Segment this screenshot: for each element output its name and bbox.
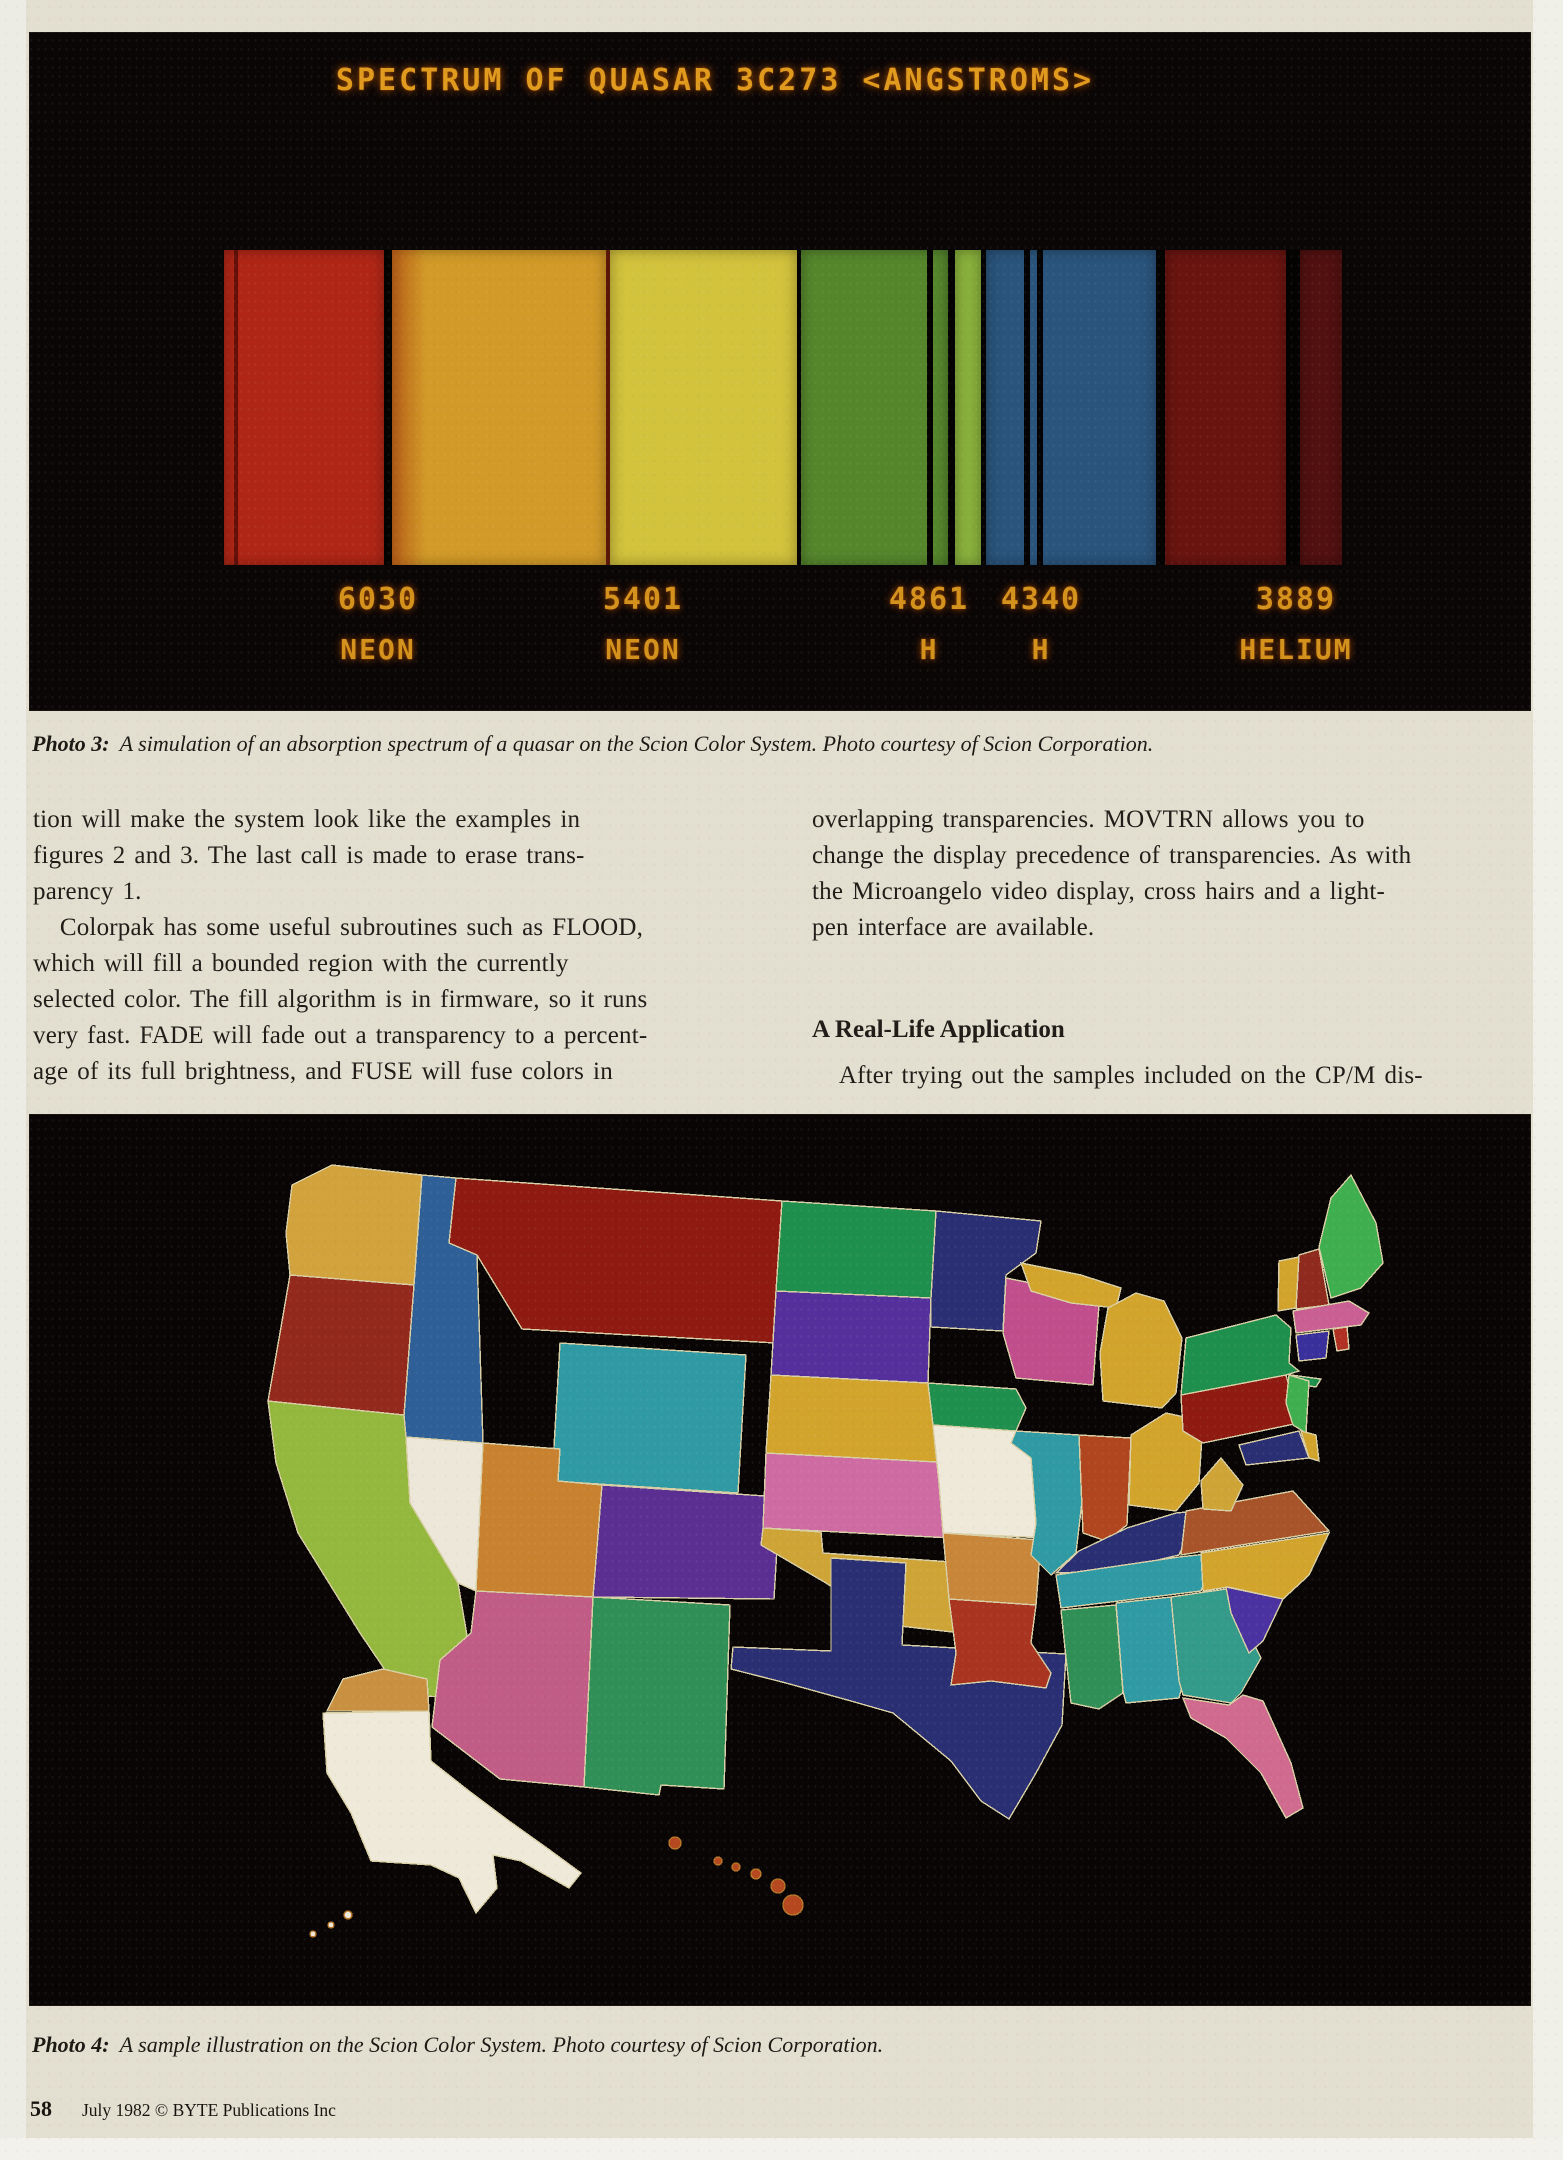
wavelength-value: 6030	[337, 582, 419, 617]
photo4-map-image	[30, 1115, 1530, 2005]
alaska-aleutian-island	[343, 1910, 353, 1920]
spectral-line-label: 4340 H	[941, 582, 1141, 667]
state-nevada	[405, 1436, 484, 1593]
spectral-line-label: 4861 H	[829, 582, 1029, 667]
state-mississippi	[1060, 1604, 1124, 1710]
absorption-line	[234, 250, 238, 565]
absorption-line	[1024, 250, 1030, 565]
photo3-spectrum-image: SPECTRUM OF QUASAR 3C273 <ANGSTROMS> 603…	[30, 33, 1530, 710]
element-name: H	[1031, 633, 1051, 666]
state-massachusetts	[1292, 1300, 1370, 1334]
wavelength-value: 4861	[888, 582, 970, 617]
state-michigan	[1099, 1292, 1183, 1409]
element-name: NEON	[340, 633, 416, 666]
state-washington	[285, 1164, 423, 1286]
state-iowa	[927, 1382, 1027, 1432]
state-ohio	[1128, 1412, 1204, 1512]
state-delaware	[1299, 1430, 1320, 1462]
us-map-illustration	[267, 1164, 1384, 1938]
absorption-line	[1037, 250, 1043, 565]
state-connecticut	[1295, 1330, 1330, 1362]
hawaii-island	[750, 1868, 762, 1880]
element-name: NEON	[605, 633, 681, 666]
photo4-caption: Photo 4: A sample illustration on the Sci…	[32, 2032, 1527, 2058]
wavelength-value: 4340	[1000, 582, 1082, 617]
absorption-line	[927, 250, 933, 565]
state-florida	[1181, 1694, 1304, 1819]
spectrum-band-yellow	[610, 250, 797, 565]
spectrum-band-blue	[986, 250, 1156, 565]
band-edge-tint	[392, 250, 426, 565]
spectrum-band-lightgreen	[955, 250, 981, 565]
state-oregon	[267, 1274, 415, 1416]
state-rhode-island	[1332, 1326, 1350, 1352]
section-heading: A Real-Life Application	[812, 1016, 1065, 1043]
hawaii-island	[770, 1878, 786, 1894]
caption-text: A simulation of an absorption spectrum o…	[119, 731, 1154, 756]
element-name: H	[919, 633, 939, 666]
page-number: 58	[30, 2096, 52, 2121]
page-edge-bottom	[0, 2138, 1563, 2160]
hawaii-island	[668, 1836, 682, 1850]
spectrum-band-green	[801, 250, 948, 565]
state-alaska	[322, 1710, 583, 1915]
spectrum-band-deepred	[1300, 250, 1342, 565]
element-name: HELIUM	[1239, 633, 1353, 666]
state-north-carolina	[1200, 1532, 1331, 1600]
hawaii-island	[731, 1862, 741, 1872]
state-maryland	[1238, 1430, 1310, 1466]
spectral-line-label: 6030 NEON	[278, 582, 478, 667]
state-arkansas	[942, 1532, 1042, 1606]
state-new-jersey	[1285, 1374, 1310, 1435]
state-new-mexico	[583, 1596, 731, 1796]
state-montana	[448, 1177, 783, 1344]
spectral-line-label: 3889 HELIUM	[1196, 582, 1396, 667]
page-edge-left	[0, 0, 26, 2160]
state-alaska-north	[325, 1668, 430, 1712]
spectral-line-label: 5401 NEON	[543, 582, 743, 667]
hawaii-island	[713, 1856, 723, 1866]
spectrum-title: SPECTRUM OF QUASAR 3C273 <ANGSTROMS>	[335, 63, 1095, 98]
alaska-aleutian-island	[309, 1930, 317, 1938]
state-colorado	[592, 1484, 781, 1600]
state-louisiana	[948, 1598, 1052, 1689]
band-boundary-line	[606, 250, 610, 565]
article-column-right-p2: After trying out the samples included on…	[812, 1062, 1423, 1089]
article-column-left: tion will make the system look like the …	[33, 806, 648, 1085]
spectrum-band-orange	[392, 250, 606, 565]
caption-label: Photo 4:	[32, 2032, 110, 2057]
state-kansas	[762, 1452, 957, 1539]
wavelength-value: 3889	[1255, 582, 1337, 617]
page-edge-right	[1533, 0, 1563, 2160]
spectrum-band-red	[224, 250, 384, 565]
hawaii-island	[782, 1894, 804, 1916]
alaska-aleutian-island	[327, 1921, 335, 1929]
state-maine	[1318, 1173, 1384, 1299]
spectrum-bands	[224, 250, 1342, 565]
publication-credit: July 1982 © BYTE Publications Inc	[82, 2100, 336, 2120]
state-new-york	[1180, 1314, 1301, 1396]
state-wyoming	[551, 1342, 747, 1494]
state-west-virginia	[1200, 1456, 1244, 1512]
state-north-dakota	[775, 1200, 937, 1299]
state-south-dakota	[770, 1290, 932, 1384]
article-column-right: overlapping transparencies. MOVTRN allow…	[812, 806, 1412, 941]
state-indiana	[1078, 1434, 1132, 1542]
page-footer: 58 July 1982 © BYTE Publications Inc	[30, 2096, 336, 2122]
caption-label: Photo 3:	[32, 731, 110, 756]
photo3-caption: Photo 3: A simulation of an absorption sp…	[32, 731, 1527, 757]
spectrum-band-darkred	[1165, 250, 1286, 565]
wavelength-value: 5401	[602, 582, 684, 617]
caption-text: A sample illustration on the Scion Color…	[119, 2032, 884, 2057]
